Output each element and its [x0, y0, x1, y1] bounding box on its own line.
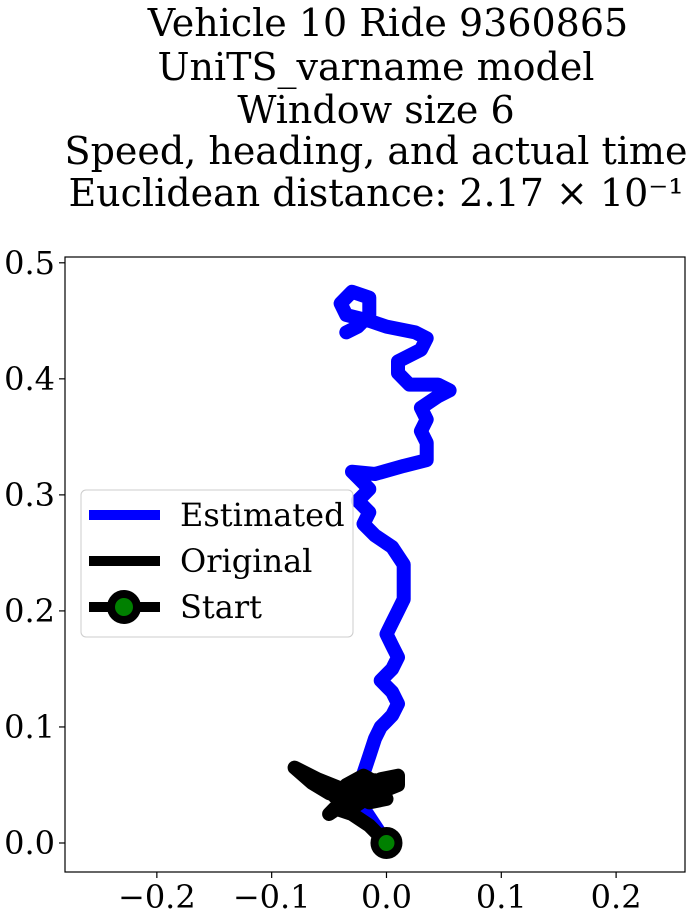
title-line-4: Speed, heading, and actual time: [65, 129, 688, 173]
x-axis-ticks: −0.2 −0.1 0.0 0.1 0.2: [118, 872, 642, 916]
title-line-5: Euclidean distance: 2.17 × 10⁻¹: [68, 171, 683, 215]
chart-title: Vehicle 10 Ride 9360865 UniTS_varname mo…: [65, 1, 688, 215]
x-tick-label: −0.2: [118, 878, 196, 916]
start-marker: [370, 826, 403, 859]
title-line-1: Vehicle 10 Ride 9360865: [147, 1, 628, 45]
title-line-3: Window size 6: [237, 88, 514, 132]
legend-label-start: Start: [180, 588, 262, 626]
x-tick-label: 0.2: [591, 878, 642, 916]
y-tick-label: 0.0: [4, 824, 55, 862]
series-line-original: [287, 760, 405, 850]
x-tick-label: 0.0: [361, 878, 412, 916]
legend: Estimated Original Start: [80, 489, 354, 638]
plot-area: [287, 284, 457, 859]
axes-frame: [64, 256, 686, 873]
y-tick-label: 0.3: [4, 476, 55, 514]
y-tick-label: 0.5: [4, 244, 55, 282]
y-tick-label: 0.1: [4, 708, 55, 746]
y-axis-ticks: 0.0 0.1 0.2 0.3 0.4 0.5: [4, 244, 65, 862]
legend-box: [80, 489, 354, 638]
legend-swatch-start-marker: [107, 590, 141, 624]
legend-label-estimated: Estimated: [180, 496, 345, 534]
x-tick-label: 0.1: [476, 878, 527, 916]
series-line-estimated: [333, 284, 457, 850]
y-tick-label: 0.4: [4, 360, 55, 398]
title-line-2: UniTS_varname model: [158, 45, 595, 90]
y-tick-label: 0.2: [4, 592, 55, 630]
x-tick-label: −0.1: [233, 878, 311, 916]
legend-label-original: Original: [180, 542, 312, 580]
